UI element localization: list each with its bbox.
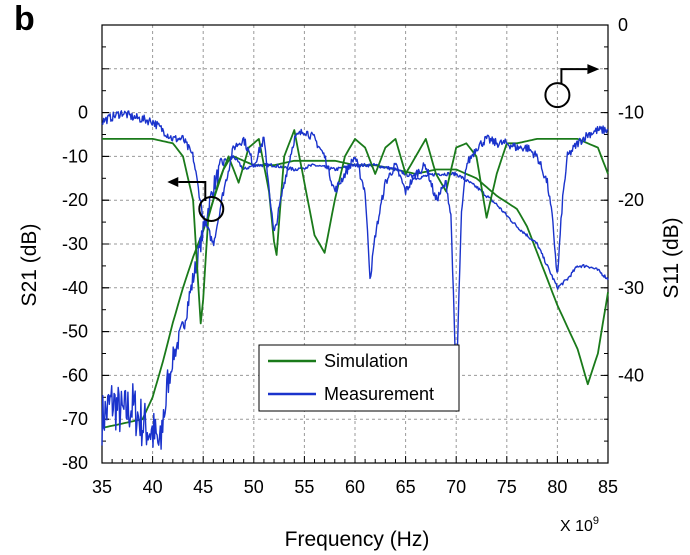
legend: Simulation Measurement [258,344,460,412]
x-multiplier-exponent: 9 [593,515,599,527]
annotations [167,64,600,222]
left-tick-label: -70 [62,409,88,429]
x-tick-label: 50 [244,477,264,497]
x-tick-label: 40 [143,477,163,497]
left-tick-label: -80 [62,453,88,473]
left-tick-label: -10 [62,146,88,166]
right-tick-label: -40 [618,365,644,385]
series-simulation-s11 [102,129,609,325]
annotation-circle-right [544,82,571,109]
series-layer [101,110,609,450]
legend-box [258,344,460,412]
x-tick-label: 85 [598,477,618,497]
left-tick-label: -50 [62,322,88,342]
x-tick-label: 60 [345,477,365,497]
left-tick-label: -40 [62,278,88,298]
left-axis-label: S21 (dB) [18,224,41,307]
x-tick-label: 80 [547,477,567,497]
right-tick-label: -20 [618,190,644,210]
x-tick-label: 75 [497,477,517,497]
x-axis-label: Frequency (Hz) [285,528,430,551]
x-tick-label: 65 [396,477,416,497]
panel-label: b [14,0,35,38]
annotation-arrow-left [178,180,207,201]
annotation-arrow-right [560,68,588,85]
series-measurement-s21 [101,155,609,450]
annotation-circle-left [198,195,225,222]
annotation-arrowhead-left [167,176,179,187]
x-tick-label: 45 [193,477,213,497]
right-tick-label: -10 [618,103,644,123]
x-multiplier: X 109 [560,515,599,535]
x-tick-label: 55 [294,477,314,497]
right-tick-label: 0 [618,15,628,35]
left-tick-label: 0 [78,103,88,123]
legend-label-simulation: Simulation [324,351,408,371]
right-axis-label: S11 (dB) [660,217,683,298]
annotation-arrowhead-right [587,64,600,75]
grid [102,25,608,463]
right-tick-label: -30 [618,278,644,298]
legend-label-measurement: Measurement [324,384,434,404]
x-multiplier-base: X 10 [560,518,593,535]
left-tick-label: -60 [62,365,88,385]
left-tick-label: -20 [62,190,88,210]
axes: 35 40 45 50 55 60 65 70 75 80 85 0 -10 -20 -30 -40 -50 -6… [62,15,644,497]
x-tick-label: 70 [446,477,466,497]
left-tick-label: -30 [62,234,88,254]
series-measurement-s11 [101,110,609,380]
x-tick-label: 35 [92,477,112,497]
